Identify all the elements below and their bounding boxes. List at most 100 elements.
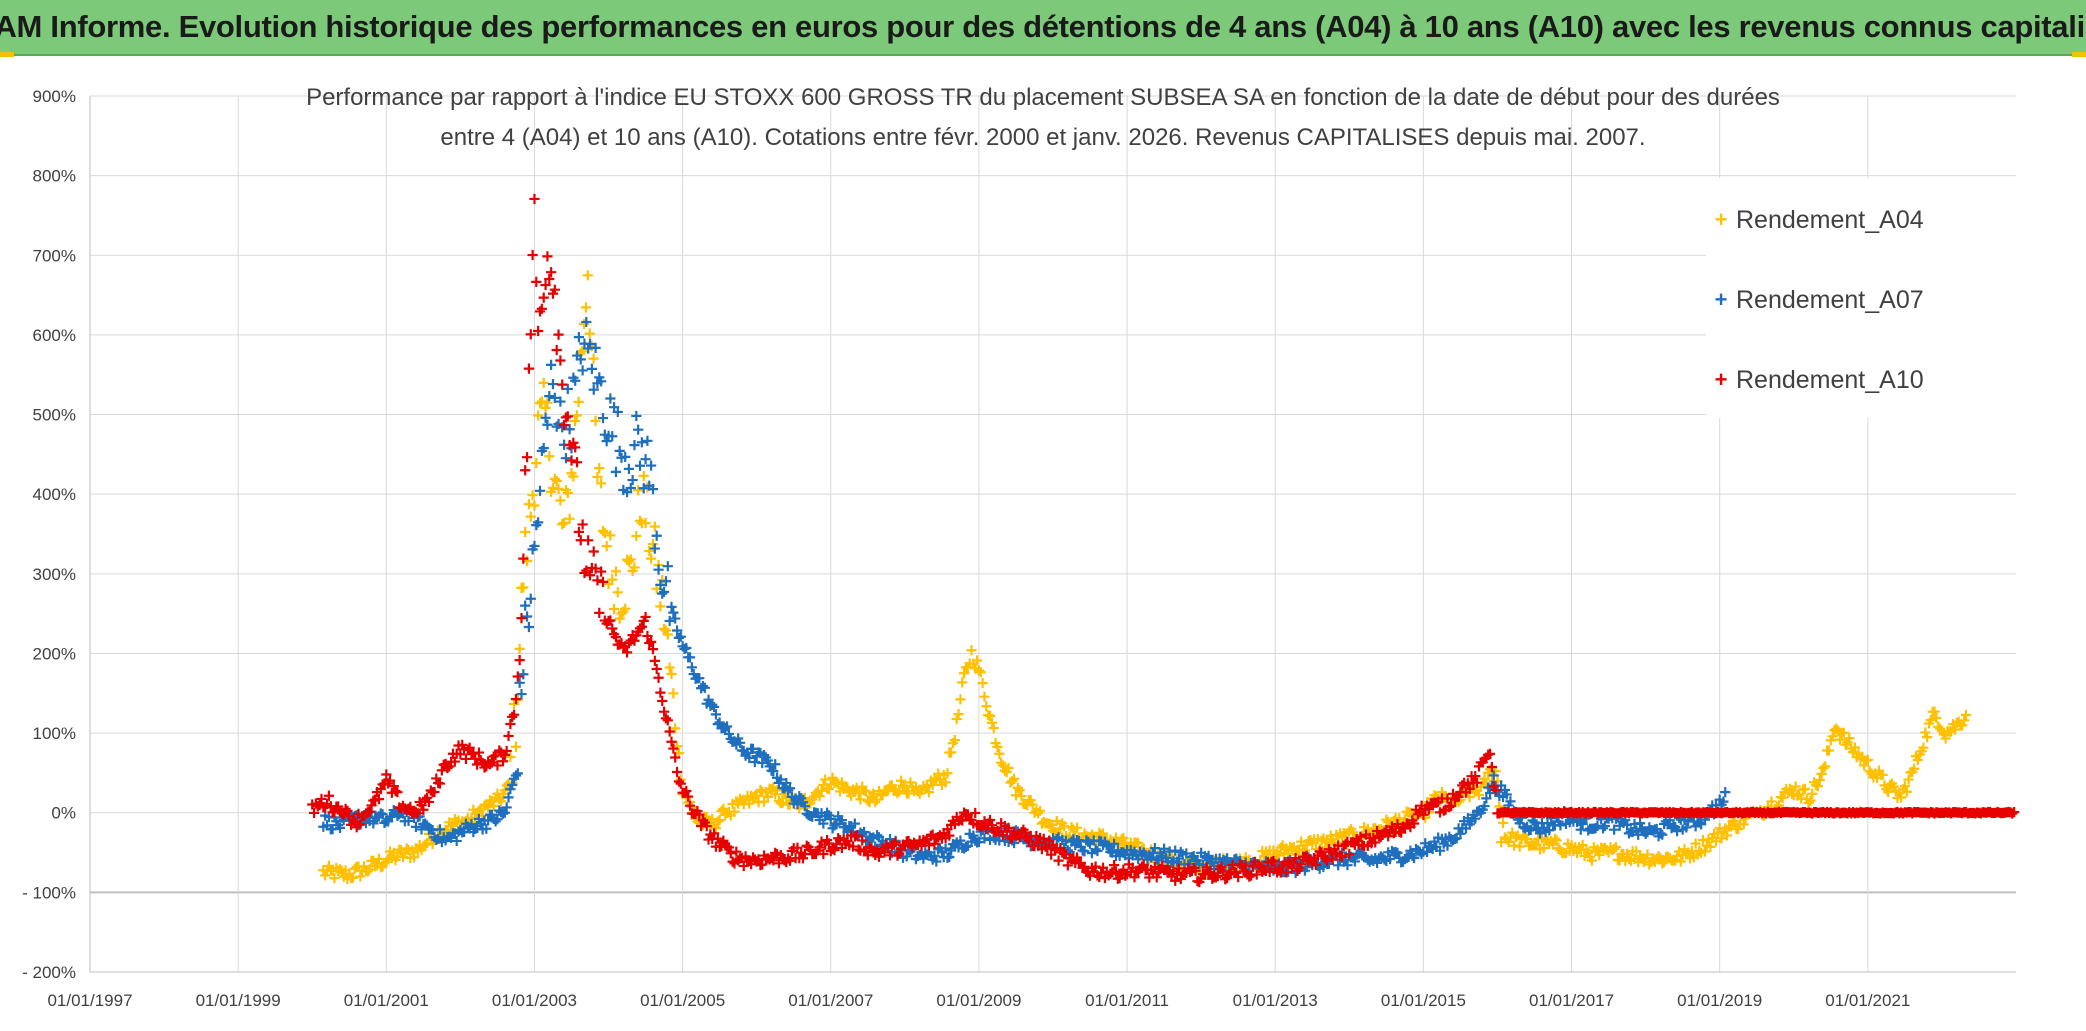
data-point	[675, 631, 686, 642]
data-point	[1310, 859, 1322, 870]
data-point	[1722, 830, 1733, 841]
data-point	[392, 787, 403, 798]
data-point	[1805, 795, 1816, 806]
data-point	[549, 392, 560, 403]
data-point	[1092, 845, 1103, 857]
data-point	[497, 756, 509, 767]
data-point	[1909, 763, 1920, 774]
data-point	[890, 837, 901, 848]
data-point	[573, 331, 585, 343]
data-point	[599, 527, 610, 539]
data-point	[492, 760, 503, 771]
data-point	[507, 779, 518, 790]
data-point	[757, 859, 768, 870]
data-point	[1003, 762, 1014, 774]
data-point	[1577, 818, 1588, 830]
data-point	[1672, 826, 1683, 837]
x-tick-label: 01/01/2015	[1381, 991, 1466, 1010]
data-point	[592, 471, 603, 483]
data-point	[762, 755, 773, 766]
data-point	[610, 566, 622, 577]
data-point	[1281, 867, 1292, 878]
data-point	[708, 701, 720, 713]
data-point	[1960, 709, 1972, 721]
data-point	[649, 521, 660, 532]
data-point	[975, 667, 986, 678]
data-point	[592, 575, 603, 586]
data-point	[1034, 805, 1046, 816]
data-point	[529, 193, 540, 205]
data-point	[596, 566, 607, 577]
data-point	[1442, 840, 1453, 851]
data-point	[544, 391, 555, 402]
data-point	[1471, 777, 1483, 788]
data-point	[546, 267, 557, 278]
data-point	[542, 251, 553, 262]
data-point	[747, 743, 759, 754]
data-point	[1251, 869, 1262, 880]
data-point	[527, 249, 538, 261]
data-point	[1929, 706, 1940, 717]
data-point	[655, 601, 666, 612]
data-point	[849, 818, 860, 829]
data-point	[886, 780, 897, 791]
data-point	[655, 579, 666, 590]
legend-item-a10[interactable]: + Rendement_A10	[1706, 360, 1924, 400]
legend-marker-a04: +	[1714, 207, 1728, 232]
data-point	[771, 785, 783, 796]
data-point	[629, 562, 640, 573]
x-tick-label: 01/01/2005	[640, 991, 725, 1010]
data-point	[614, 445, 625, 456]
data-point	[597, 576, 609, 587]
data-point	[851, 830, 862, 841]
data-point	[562, 411, 573, 422]
data-point	[1849, 742, 1860, 753]
data-point	[483, 802, 494, 813]
x-tick-label: 01/01/2003	[492, 991, 577, 1010]
data-point	[544, 451, 555, 462]
data-point	[1409, 818, 1420, 829]
data-point	[2009, 806, 2020, 818]
data-point	[644, 545, 655, 557]
data-point	[596, 478, 607, 489]
data-point	[564, 513, 575, 524]
data-point	[1642, 849, 1653, 860]
data-point	[1486, 761, 1498, 773]
data-point	[1918, 742, 1929, 753]
legend-item-a07[interactable]: + Rendement_A07	[1706, 280, 1924, 320]
data-point	[825, 813, 836, 824]
data-point	[610, 632, 622, 643]
data-point	[529, 540, 540, 552]
data-point	[653, 564, 664, 575]
data-point	[660, 576, 672, 587]
data-point	[1212, 870, 1223, 882]
data-point	[531, 276, 542, 287]
legend-item-a04[interactable]: + Rendement_A04	[1706, 200, 1924, 240]
data-point	[777, 797, 788, 808]
data-point	[1190, 865, 1201, 876]
data-point	[1221, 853, 1233, 864]
data-point	[551, 344, 562, 356]
data-point	[429, 786, 440, 798]
data-point	[851, 782, 862, 793]
data-point	[649, 655, 660, 666]
data-point	[670, 752, 681, 763]
data-point	[708, 828, 720, 839]
data-point	[564, 424, 575, 435]
data-point	[684, 652, 696, 663]
data-point	[523, 621, 535, 633]
x-tick-label: 01/01/2019	[1677, 991, 1762, 1010]
data-point	[1016, 790, 1027, 802]
data-point	[684, 800, 696, 811]
data-point	[449, 756, 460, 767]
data-point	[584, 328, 595, 339]
data-point	[334, 822, 346, 833]
data-point	[1014, 785, 1025, 796]
data-point	[1599, 820, 1610, 832]
data-point	[1862, 754, 1873, 765]
data-point	[316, 793, 327, 805]
data-point	[1109, 860, 1120, 871]
data-point	[620, 451, 631, 462]
performance-chart: - 200% - 100% 0% 100% 200% 300% 400% 500% 600% 70…	[22, 87, 2020, 1010]
data-point	[973, 836, 985, 848]
